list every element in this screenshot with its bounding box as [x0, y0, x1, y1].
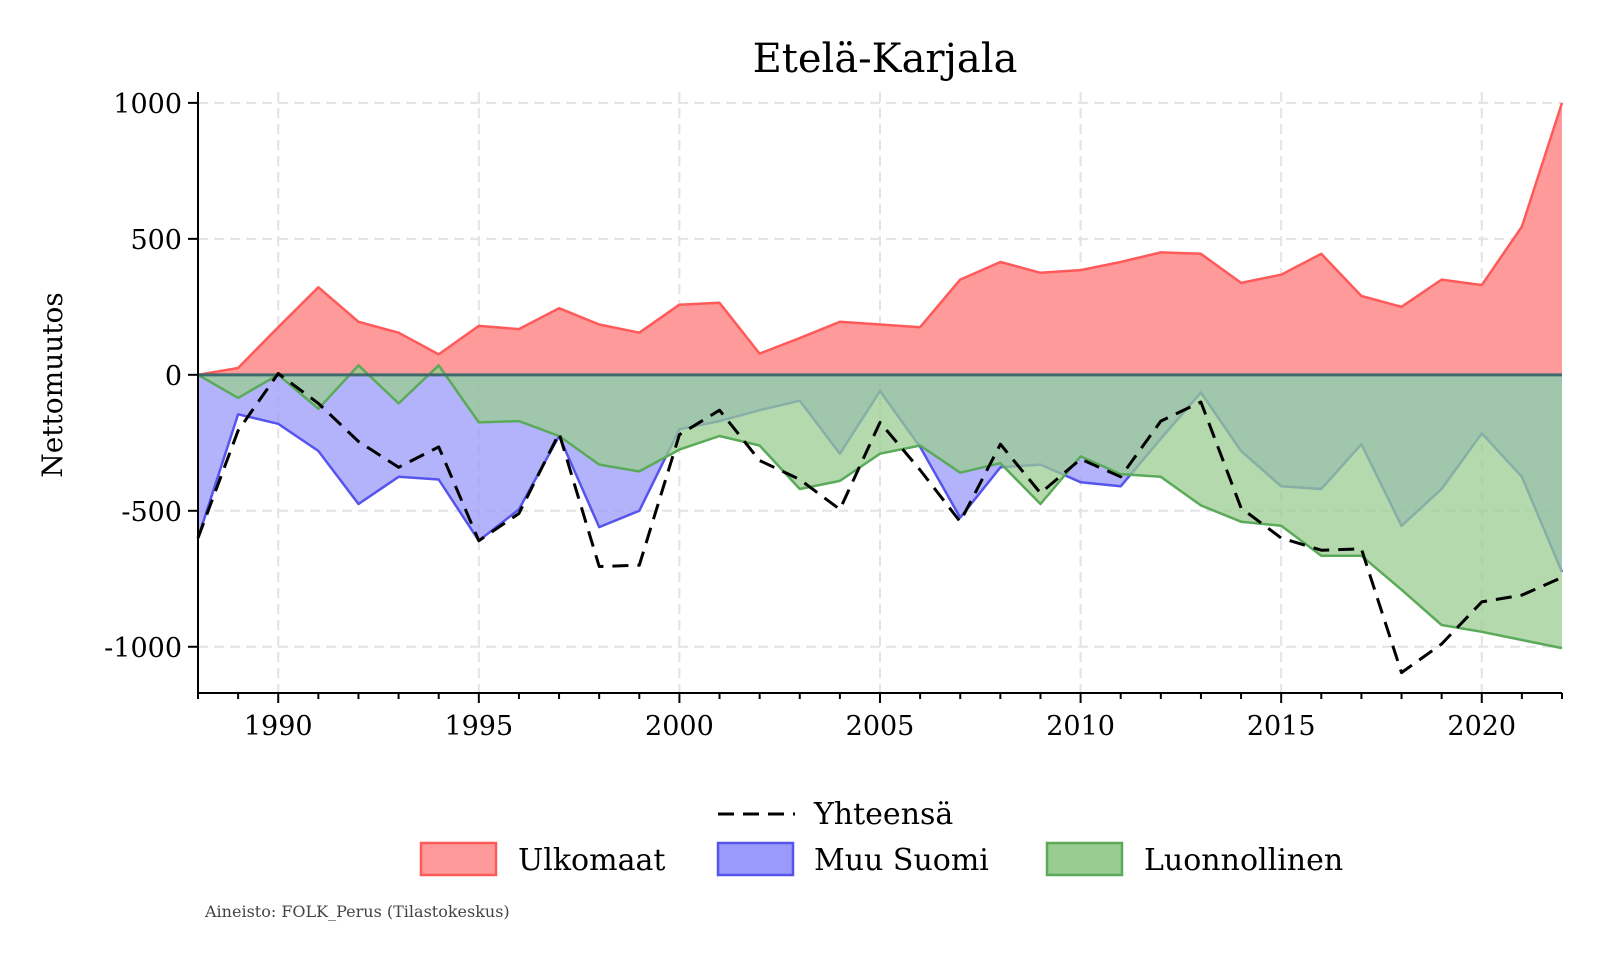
y-tick-label--500: -500 — [121, 497, 182, 528]
x-tick-label-2005: 2005 — [846, 711, 915, 742]
x-tick-label-1990: 1990 — [244, 711, 313, 742]
x-tick-label-2015: 2015 — [1247, 711, 1316, 742]
x-tick-label-2000: 2000 — [645, 711, 714, 742]
line-yhteensa — [196, 372, 1563, 675]
area-outline-ulkomaat — [197, 102, 1564, 377]
x-tick-label-2020: 2020 — [1447, 711, 1516, 742]
legend-label-ulkomaat: Ulkomaat — [518, 843, 665, 878]
source-note: Aineisto: FOLK_Perus (Tilastokeskus) — [204, 902, 510, 921]
area-layer — [196, 102, 1564, 650]
y-tick-label-1000: 1000 — [113, 89, 182, 120]
x-tick-label-1995: 1995 — [444, 711, 513, 742]
line-layer — [196, 372, 1563, 675]
axes: 1990 1995 2000 2005 2010 2015 2020 1000 500 0 -500… — [104, 89, 1563, 742]
area-outline-luonnollinen — [197, 364, 1563, 650]
y-axis-label: Nettomuutos — [36, 292, 69, 478]
legend: Yhteensä Ulkomaat Muu Suomi Luonnollinen — [419, 797, 1343, 878]
legend-total-label: Yhteensä — [813, 797, 953, 832]
legend-swatch-luonnollinen — [1045, 841, 1124, 877]
area-luonnollinen — [198, 365, 1562, 649]
x-tick-label-2010: 2010 — [1046, 711, 1115, 742]
y-tick-label-500: 500 — [130, 225, 182, 256]
legend-label-luonnollinen: Luonnollinen — [1144, 843, 1343, 878]
legend-swatch-ulkomaat — [419, 841, 498, 877]
chart-title: Etelä-Karjala — [753, 36, 1018, 82]
legend-label-muu-suomi: Muu Suomi — [814, 843, 989, 878]
area-ulkomaat — [198, 102, 1562, 375]
y-tick-label--1000: -1000 — [104, 633, 182, 664]
y-tick-label-0: 0 — [165, 361, 182, 392]
legend-swatch-muu-suomi — [716, 841, 795, 877]
